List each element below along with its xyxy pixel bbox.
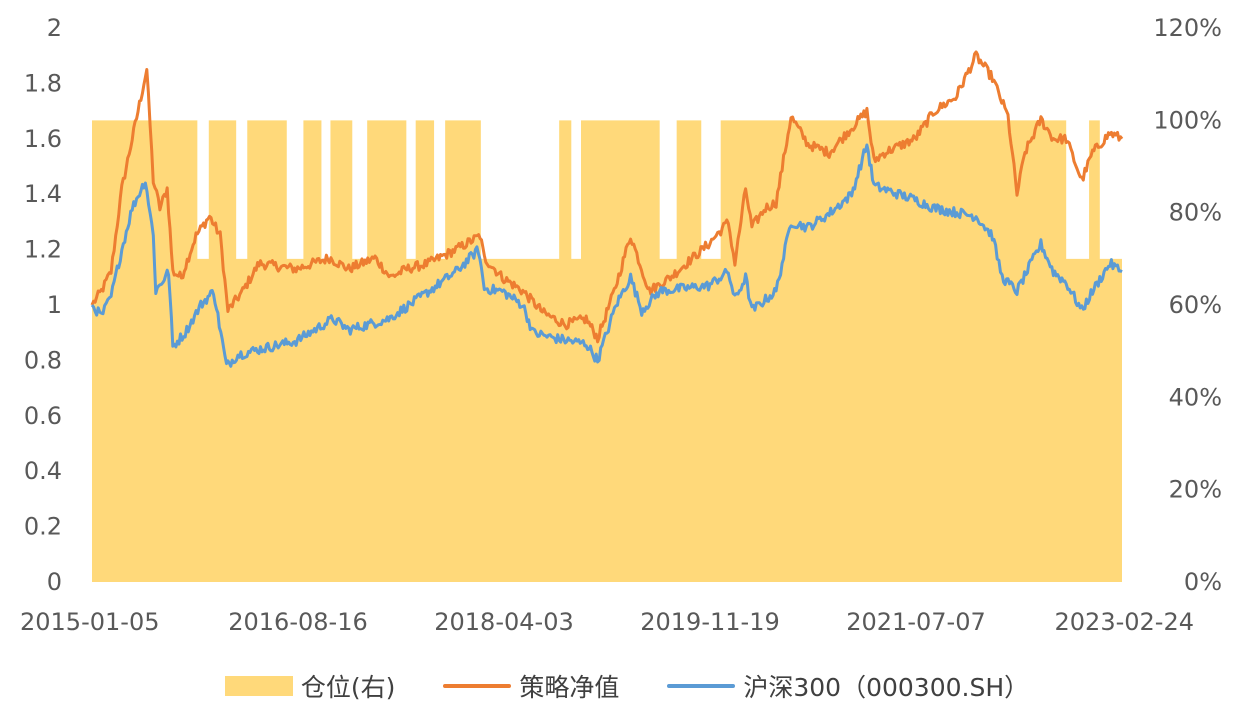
- y-right-tick-label: 0%: [1184, 568, 1222, 596]
- right-axis: 0% 20% 40% 60% 80% 100% 120%: [1153, 14, 1222, 596]
- y-left-tick-label: 0.6: [24, 402, 62, 430]
- legend-label-position: 仓位(右): [300, 673, 396, 702]
- legend-item-strategy: 策略净值: [443, 668, 619, 704]
- x-tick-label: 2018-04-03: [434, 608, 573, 636]
- legend-swatch-position: [224, 676, 293, 696]
- y-right-tick-label: 40%: [1169, 383, 1222, 411]
- y-left-tick-label: 1.8: [24, 69, 62, 97]
- legend-item-csi300: 沪深300（000300.SH）: [667, 668, 1029, 704]
- position-area-layer: [92, 120, 1122, 582]
- y-right-tick-label: 100%: [1153, 106, 1222, 134]
- y-right-tick-label: 120%: [1153, 14, 1222, 42]
- y-left-tick-label: 0: [47, 568, 62, 596]
- legend-swatch-csi300: [667, 684, 736, 688]
- x-tick-label: 2019-11-19: [640, 608, 779, 636]
- x-tick-label: 2021-07-07: [846, 608, 985, 636]
- y-right-tick-label: 80%: [1169, 199, 1222, 227]
- legend: 仓位(右) 策略净值 沪深300（000300.SH）: [0, 662, 1254, 710]
- y-left-tick-label: 0.4: [24, 457, 62, 485]
- y-left-tick-label: 2: [47, 14, 62, 42]
- x-tick-label: 2016-08-16: [228, 608, 367, 636]
- x-tick-label: 2023-02-24: [1055, 608, 1194, 636]
- y-left-tick-label: 1.2: [24, 236, 62, 264]
- x-tick-label: 2015-01-05: [20, 608, 159, 636]
- y-left-tick-label: 1.4: [24, 180, 62, 208]
- left-axis: 0 0.2 0.4 0.6 0.8 1 1.2 1.4 1.6 1.8 2: [24, 14, 62, 596]
- legend-label-csi300: 沪深300（000300.SH）: [743, 673, 1030, 702]
- y-right-tick-label: 20%: [1169, 476, 1222, 504]
- csi300-line: [90, 143, 1123, 368]
- lines-layer: [90, 50, 1124, 368]
- y-left-tick-label: 0.2: [24, 513, 62, 541]
- y-left-tick-label: 1: [47, 291, 62, 319]
- chart: 0 0.2 0.4 0.6 0.8 1 1.2 1.4 1.6 1.8 2 0% 20% 40% 60% 8…: [20, 14, 1222, 636]
- y-right-tick-label: 60%: [1169, 291, 1222, 319]
- position-area: [92, 120, 1122, 582]
- legend-swatch-strategy: [443, 684, 512, 688]
- y-left-tick-label: 1.6: [24, 125, 62, 153]
- strategy-line: [90, 50, 1124, 344]
- legend-item-position: 仓位(右): [224, 668, 396, 704]
- legend-label-strategy: 策略净值: [519, 673, 620, 702]
- x-axis: 2015-01-05 2016-08-16 2018-04-03 2019-11-19…: [20, 608, 1194, 636]
- y-left-tick-label: 0.8: [24, 346, 62, 374]
